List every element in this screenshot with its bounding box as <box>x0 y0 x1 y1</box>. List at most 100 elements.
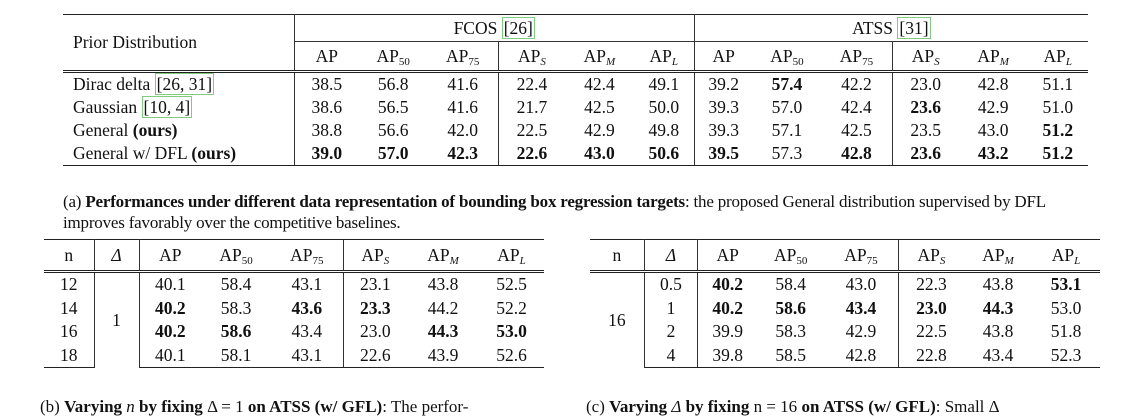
table-cell: 57.0 <box>771 97 803 117</box>
table-cell: 53.0 <box>1050 297 1082 318</box>
table-cell: 58.3 <box>220 297 252 318</box>
table-cell: 57.3 <box>752 142 822 166</box>
column-header: n <box>44 239 95 272</box>
table-cell: 41.6 <box>447 97 479 117</box>
table-cell: 43.8 <box>407 270 479 297</box>
table-cell: 49.1 <box>633 70 695 96</box>
table-cell: 58.5 <box>757 343 825 368</box>
table-cell: 58.4 <box>757 270 825 297</box>
table-varying-delta: n Δ AP AP50 AP75 APS APM APL 16 0.5 40.2 58.4 43.0 22… <box>590 239 1100 368</box>
citation-link[interactable]: [26, 31] <box>154 73 215 95</box>
table-cell: 40.2 <box>154 321 186 342</box>
column-header: APL <box>1032 239 1100 272</box>
table-cell: 22.5 <box>897 320 965 344</box>
table-cell: 18 <box>44 343 95 368</box>
table-cell: 23.1 <box>342 270 407 297</box>
group-atss: ATSS [31] <box>694 14 1088 42</box>
column-header: AP50 <box>757 239 825 272</box>
column-header: AP75 <box>839 45 874 68</box>
column-header: AP50 <box>201 239 271 272</box>
table-cell: 39.5 <box>694 142 753 166</box>
column-header: APL <box>479 239 544 272</box>
table-cell: 40.2 <box>154 297 186 318</box>
column-header: Δ <box>94 239 140 272</box>
table-cell: 40.2 <box>712 297 743 318</box>
table-row: General (ours) 38.8 56.6 42.0 22.5 42.9 49.8 39… <box>63 119 1088 142</box>
column-header: APS <box>897 239 965 272</box>
table-row: General w/ DFL (ours) 39.0 57.0 42.3 22.6 43.… <box>63 142 1088 166</box>
table-row: Dirac delta [26, 31] 38.5 56.8 41.6 22.4 42.4… <box>63 70 1088 96</box>
table-cell: 39.3 <box>708 120 739 140</box>
table-cell: 42.9 <box>845 321 877 342</box>
table-cell: 43.1 <box>271 343 343 368</box>
table-cell: 16 <box>590 270 645 368</box>
table-cell: 43.0 <box>565 142 634 166</box>
column-header: AP <box>712 45 735 66</box>
table-row: 14 40.2 58.3 43.6 23.3 44.2 52.2 <box>44 296 544 320</box>
table-cell: 42.5 <box>841 120 872 140</box>
table-cell: 38.8 <box>311 120 343 140</box>
table-row: Gaussian [10, 4] 38.6 56.5 41.6 21.7 42.5 50.0… <box>63 96 1088 119</box>
row-label: Dirac delta [26, 31] <box>63 70 295 96</box>
table-cell: 39.0 <box>294 142 359 166</box>
table-cell: 52.5 <box>479 270 544 297</box>
table-cell: 23.0 <box>342 320 407 344</box>
column-header: APM <box>964 239 1033 272</box>
column-header: APS <box>891 41 959 72</box>
table-cell: 43.0 <box>824 270 899 297</box>
table-cell: 14 <box>44 296 95 320</box>
table-cell: 23.6 <box>891 142 959 166</box>
table-cell: 57.0 <box>358 142 428 166</box>
table-cell: 21.7 <box>497 96 566 119</box>
table-cell: 4 <box>644 343 699 368</box>
column-header: APM <box>407 239 479 272</box>
citation-link[interactable]: [10, 4] <box>141 96 193 118</box>
table-cell: 22.5 <box>497 119 566 142</box>
column-header: AP50 <box>770 45 804 68</box>
table-cell: 56.8 <box>358 70 428 96</box>
caption-a: (a) Performances under different data re… <box>63 192 1046 232</box>
table-prior-distribution: Prior Distribution FCOS [26] ATSS [31] A… <box>63 14 1088 166</box>
table-cell: 43.6 <box>291 297 323 318</box>
table-row: 12 1 40.1 58.4 43.1 23.1 43.8 52.5 <box>44 270 544 368</box>
table-cell: 57.1 <box>771 120 803 140</box>
table-cell: 42.9 <box>584 120 615 140</box>
table-cell: 44.2 <box>427 297 459 318</box>
table-cell: 53.1 <box>1032 270 1100 297</box>
table-cell: 0.5 <box>644 270 699 297</box>
table-varying-n: n Δ AP AP50 AP75 APS APM APL 12 1 40.1 58.4 43.1 23.1… <box>44 239 544 368</box>
table-cell: 42.3 <box>427 142 499 166</box>
table-cell: 41.6 <box>427 70 499 96</box>
table-cell: 2 <box>644 320 699 344</box>
table-cell: 39.8 <box>697 343 758 368</box>
row-header: Prior Distribution <box>63 14 295 72</box>
column-header: AP75 <box>824 239 899 272</box>
table-cell: 23.0 <box>897 296 965 320</box>
table-row: 4 39.8 58.5 42.8 22.8 43.4 52.3 <box>590 343 1100 368</box>
column-header: AP50 <box>376 45 410 68</box>
row-label: General w/ DFL (ours) <box>63 142 295 166</box>
table-cell: 40.1 <box>139 270 201 297</box>
table-cell: 58.6 <box>775 297 806 318</box>
table-cell: 39.9 <box>712 321 743 342</box>
table-cell: 58.4 <box>201 270 271 297</box>
table-cell: 23.5 <box>891 119 959 142</box>
table-row: 16 40.2 58.6 43.4 23.0 44.3 53.0 <box>44 320 544 344</box>
caption-b: (b) Varying n by fixing Δ = 1 on ATSS (w… <box>40 397 469 416</box>
column-header: APM <box>583 45 616 68</box>
table-cell: 1 <box>644 296 699 320</box>
table-cell: 51.2 <box>1027 142 1088 166</box>
caption-c: (c) Varying Δ by fixing n = 16 on ATSS (… <box>586 397 1000 416</box>
table-cell: 43.4 <box>845 297 877 318</box>
column-header: AP75 <box>271 239 343 272</box>
citation-link[interactable]: [31] <box>897 16 931 39</box>
table-cell: 53.0 <box>496 321 527 342</box>
table-cell: 51.2 <box>1042 120 1074 140</box>
citation-link[interactable]: [26] <box>501 16 535 39</box>
column-header: AP75 <box>446 45 480 68</box>
table-cell: 49.8 <box>633 119 695 142</box>
table-cell: 51.0 <box>1042 97 1074 117</box>
table-cell: 56.6 <box>377 120 409 140</box>
table-cell: 43.8 <box>982 321 1014 342</box>
table-cell: 23.6 <box>891 96 959 119</box>
